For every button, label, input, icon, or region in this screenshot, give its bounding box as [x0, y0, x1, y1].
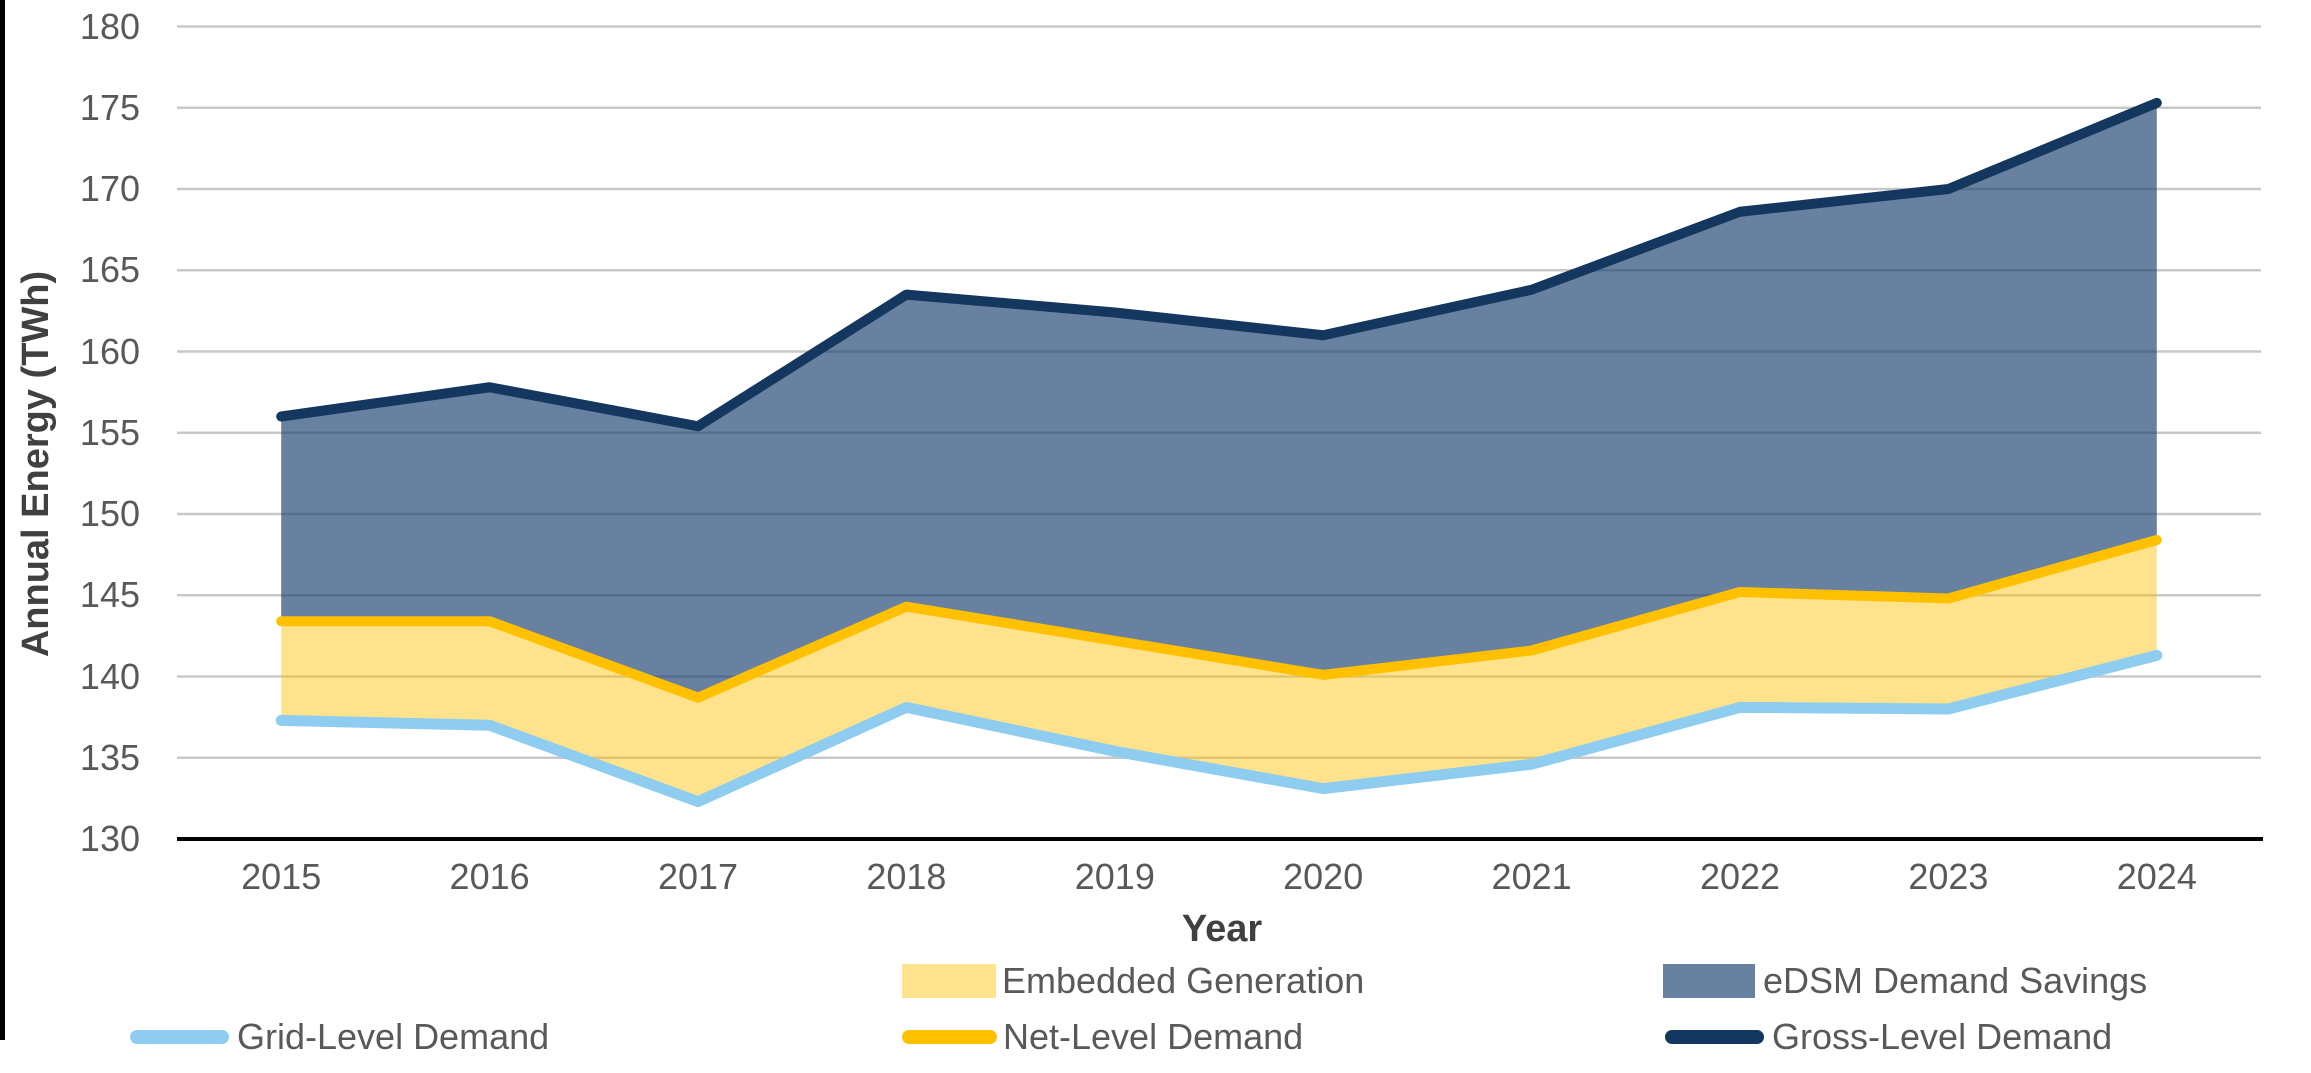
y-tick-label-175: 175 [79, 86, 140, 128]
legend-item-gross-level-demand: Gross-Level Demand [1772, 1016, 2113, 1057]
x-tick-label-2022: 2022 [1699, 856, 1781, 897]
x-tick-label-2017: 2017 [657, 856, 739, 897]
y-tick-label-135: 135 [79, 736, 140, 778]
y-tick-label-180: 180 [79, 5, 140, 47]
x-tick-label-2023: 2023 [1908, 856, 1989, 897]
legend-item-edsm-demand-savings: eDSM Demand Savings [1763, 960, 2148, 1001]
page-left-edge [0, 0, 5, 1040]
x-tick-label-2015: 2015 [241, 856, 322, 897]
y-tick-label-130: 130 [79, 818, 140, 859]
legend-item-embedded-generation: Embedded Generation [1002, 960, 1365, 1001]
line-net-level-demand [276, 535, 2162, 703]
area-embedded-generation [281, 540, 2157, 802]
y-tick-label-165: 165 [79, 249, 140, 291]
x-tick-label-2021: 2021 [1491, 856, 1572, 897]
y-tick-label-145: 145 [79, 574, 140, 616]
line-grid-level-demand [275, 649, 2163, 808]
edsm-demand-savings-swatch [1663, 964, 1755, 998]
x-tick-label-2019: 2019 [1074, 856, 1155, 897]
legend-item-grid-level-demand: Grid-Level Demand [237, 1016, 550, 1057]
x-tick-label-2018: 2018 [866, 856, 947, 897]
net-level-demand-swatch [902, 1030, 997, 1044]
area-edsm-demand-savings [281, 102, 2157, 698]
y-axis-title: Annual Energy (TWh) [15, 270, 57, 658]
grid-level-demand-swatch [130, 1030, 229, 1044]
gross-level-demand-swatch [1665, 1030, 1764, 1044]
line-gross-level-demand [276, 97, 2162, 432]
y-tick-label-155: 155 [79, 411, 140, 453]
y-tick-label-160: 160 [79, 330, 140, 372]
x-axis-title: Year [1181, 908, 1263, 950]
x-tick-label-2024: 2024 [2116, 856, 2197, 897]
y-tick-label-150: 150 [79, 493, 140, 534]
x-tick-label-2020: 2020 [1283, 856, 1364, 897]
embedded-generation-swatch [902, 964, 996, 998]
x-tick-label-2016: 2016 [449, 856, 530, 897]
legend-item-net-level-demand: Net-Level Demand [1003, 1016, 1304, 1057]
y-tick-label-170: 170 [79, 168, 140, 209]
y-tick-label-140: 140 [79, 655, 140, 697]
